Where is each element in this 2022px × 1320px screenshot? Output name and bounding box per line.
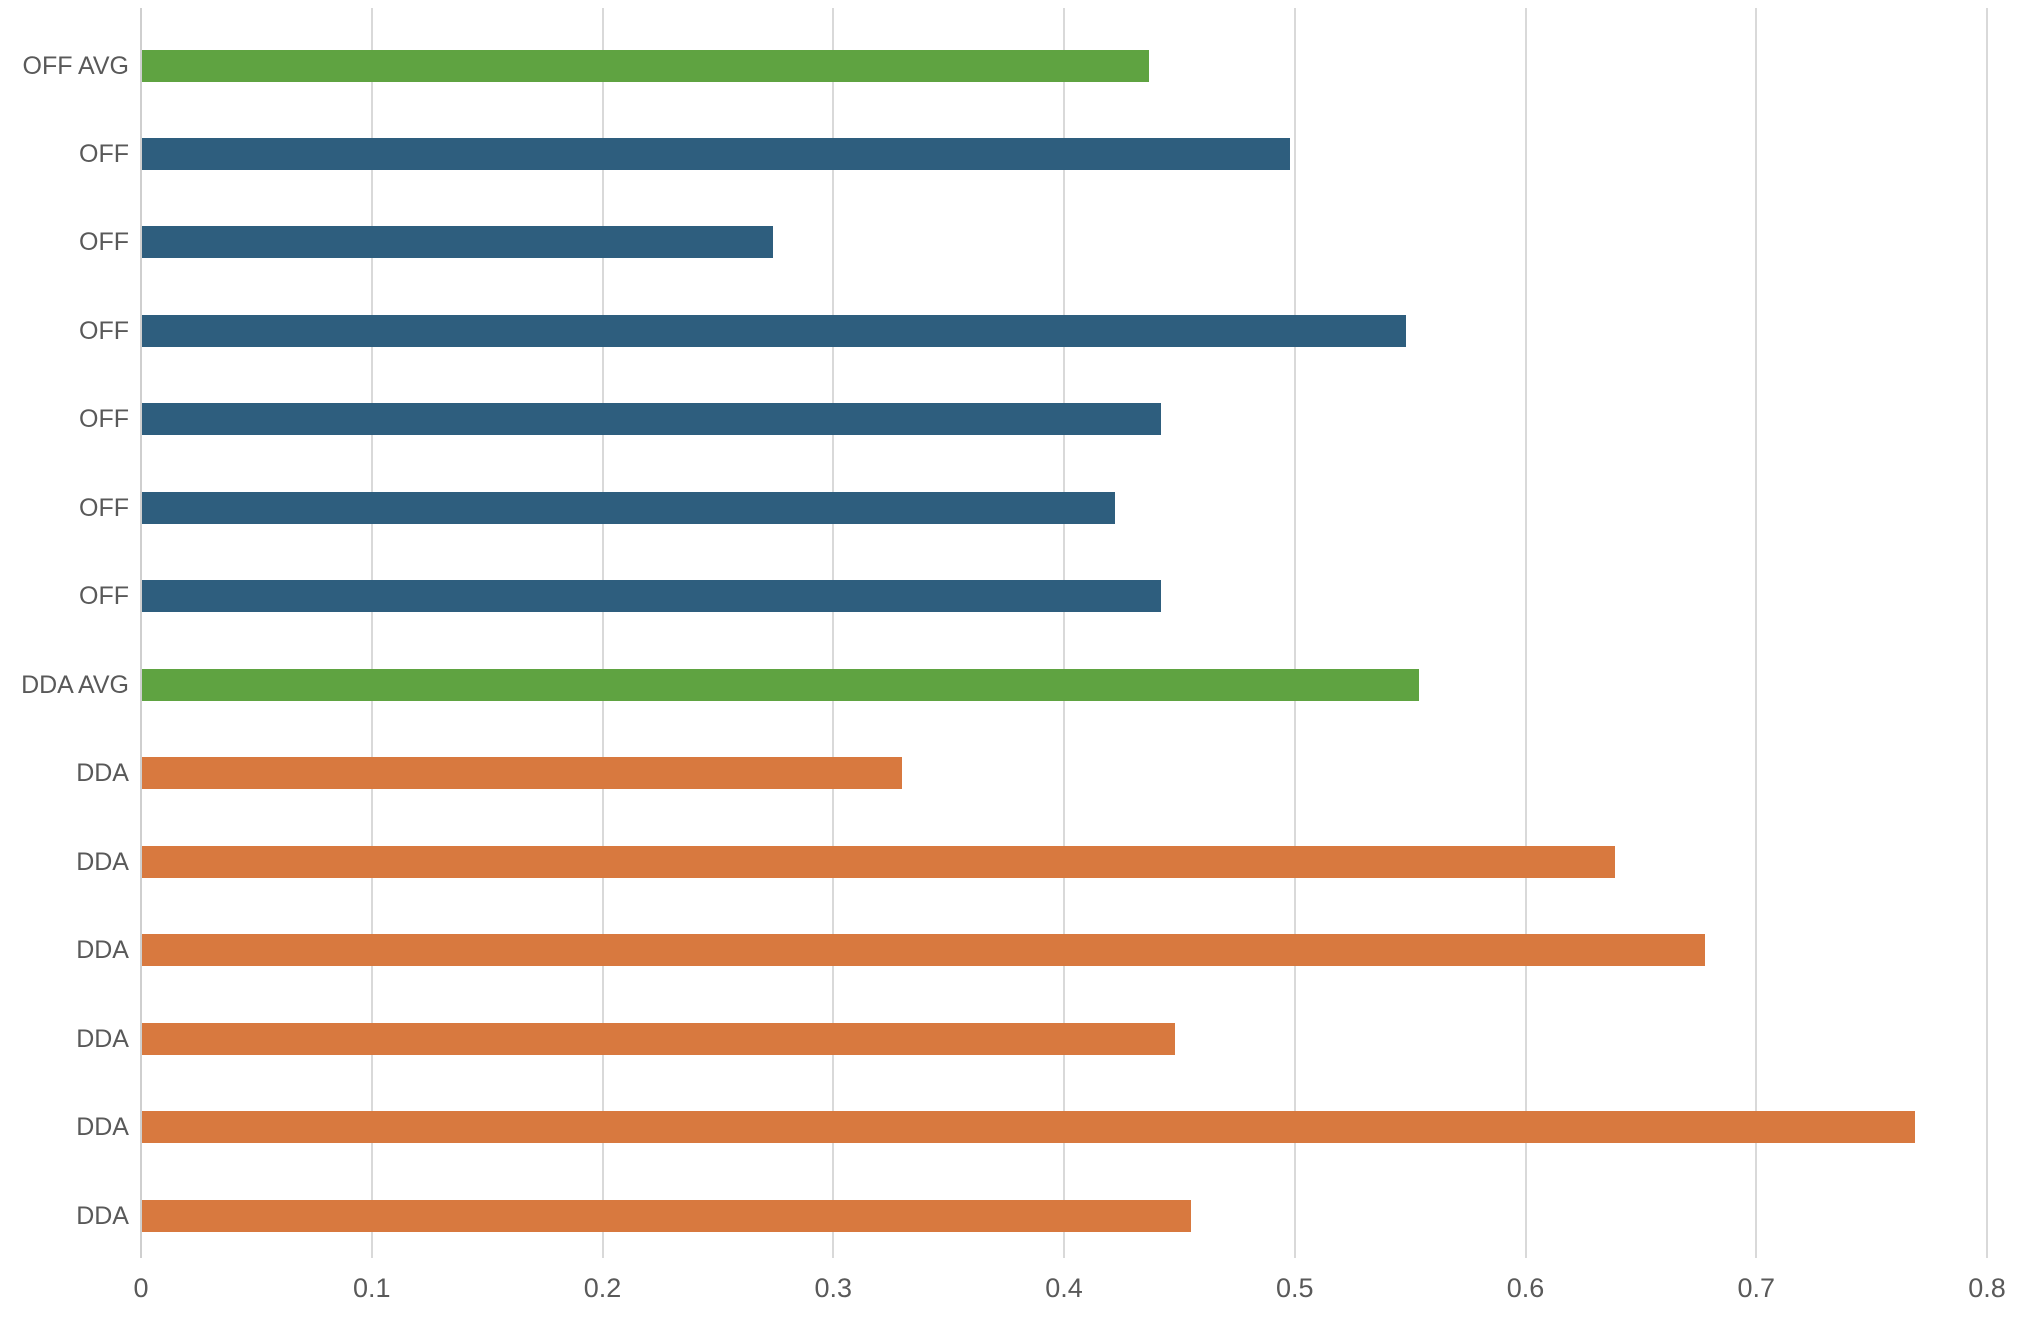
bar-off-avg <box>142 49 1150 82</box>
bar-off <box>142 314 1406 347</box>
x-axis-tick-label: 0.4 <box>1045 1273 1083 1303</box>
bar-dda <box>142 757 903 790</box>
vertical-gridline <box>370 8 373 1258</box>
vertical-gridline <box>1063 8 1065 1258</box>
category-label: OFF <box>79 493 129 522</box>
vertical-gridline <box>1293 8 1296 1258</box>
category-label: OFF <box>79 139 129 168</box>
vertical-gridline <box>832 8 835 1258</box>
x-axis-tick-label: 0.7 <box>1737 1273 1776 1303</box>
category-label: DDA <box>76 759 129 788</box>
bar-off <box>142 226 774 259</box>
x-axis-tick-label: 0 <box>133 1273 149 1303</box>
x-axis-tick-label: 0.3 <box>814 1273 853 1303</box>
category-label: OFF <box>79 228 129 257</box>
bar-dda <box>142 1199 1191 1232</box>
category-label: OFF <box>79 316 129 345</box>
category-label: DDA <box>76 847 129 876</box>
bar-dda <box>142 934 1706 967</box>
bar-off <box>142 491 1115 524</box>
vertical-gridline <box>1986 8 1988 1258</box>
value-axis-baseline <box>140 8 142 1258</box>
bar-dda-avg <box>142 668 1420 701</box>
category-label: DDA AVG <box>21 670 129 699</box>
vertical-gridline <box>601 8 604 1258</box>
category-label: DDA <box>76 1113 129 1142</box>
category-label: DDA <box>76 936 129 965</box>
category-label: OFF <box>79 405 129 434</box>
category-label: DDA <box>76 1201 129 1230</box>
bar-dda <box>142 1022 1175 1055</box>
bar-dda <box>142 1111 1916 1144</box>
vertical-gridline <box>1524 8 1527 1258</box>
x-axis-tick-label: 0.5 <box>1275 1273 1314 1303</box>
bar-off <box>142 580 1161 613</box>
category-label: OFF <box>79 582 129 611</box>
x-axis-tick-label: 0.1 <box>352 1273 391 1303</box>
category-label: DDA <box>76 1024 129 1053</box>
vertical-gridline <box>1755 8 1758 1258</box>
x-axis-tick-label: 0.2 <box>583 1273 622 1303</box>
bar-off <box>142 403 1161 436</box>
category-label: OFF AVG <box>22 51 130 80</box>
x-axis-tick-label: 0.8 <box>1968 1273 2006 1303</box>
bar-off <box>142 137 1291 170</box>
x-axis-tick-label: 0.6 <box>1506 1273 1545 1303</box>
bar-dda <box>142 845 1616 878</box>
